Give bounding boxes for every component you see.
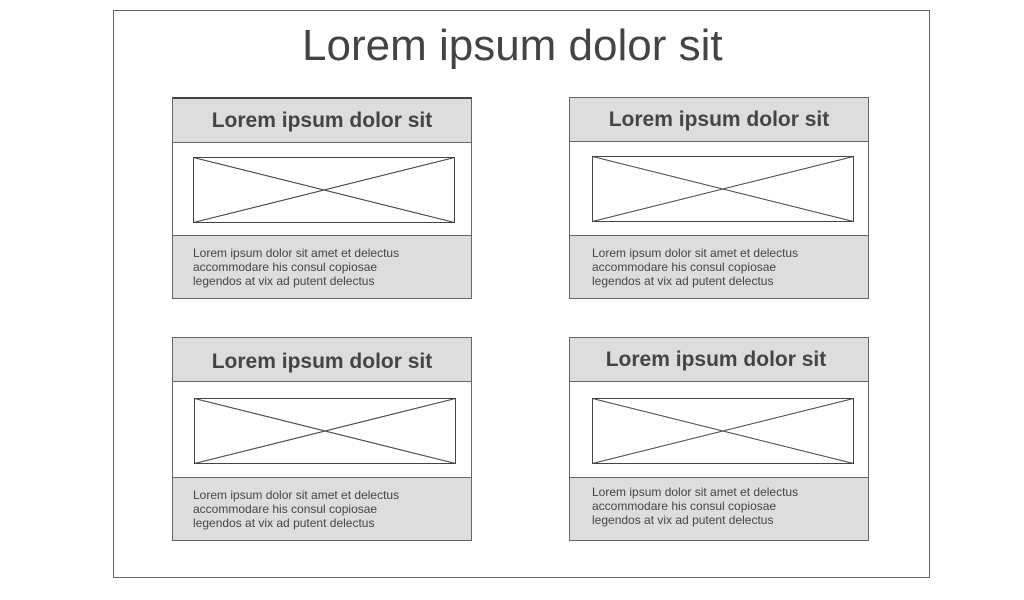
card-title: Lorem ipsum dolor sit (211, 109, 433, 132)
card-description: Lorem ipsum dolor sit amet et delectus a… (592, 485, 799, 527)
card: Lorem ipsum dolor sit Lorem ipsum dolor … (569, 337, 869, 541)
card-footer: Lorem ipsum dolor sit amet et delectus a… (173, 477, 471, 540)
card-footer: Lorem ipsum dolor sit amet et delectus a… (570, 477, 868, 540)
image-placeholder-icon (592, 156, 854, 222)
card-footer: Lorem ipsum dolor sit amet et delectus a… (173, 235, 471, 298)
card-title: Lorem ipsum dolor sit (605, 348, 827, 371)
image-placeholder-icon (592, 398, 854, 464)
card-header: Lorem ipsum dolor sit (570, 98, 868, 142)
card-title: Lorem ipsum dolor sit (608, 108, 830, 131)
card-header: Lorem ipsum dolor sit (570, 338, 868, 382)
image-placeholder-icon (193, 157, 455, 223)
card-description: Lorem ipsum dolor sit amet et delectus a… (193, 246, 400, 288)
page-title: Lorem ipsum dolor sit (302, 21, 723, 70)
card: Lorem ipsum dolor sit Lorem ipsum dolor … (172, 97, 472, 299)
card-footer: Lorem ipsum dolor sit amet et delectus a… (570, 235, 868, 298)
card-title: Lorem ipsum dolor sit (211, 350, 433, 373)
card-header: Lorem ipsum dolor sit (173, 99, 471, 143)
image-placeholder-icon (194, 398, 456, 464)
card-description: Lorem ipsum dolor sit amet et delectus a… (592, 246, 799, 288)
card: Lorem ipsum dolor sit Lorem ipsum dolor … (172, 337, 472, 541)
card-description: Lorem ipsum dolor sit amet et delectus a… (193, 488, 400, 530)
card: Lorem ipsum dolor sit Lorem ipsum dolor … (569, 97, 869, 299)
card-header: Lorem ipsum dolor sit (173, 338, 471, 382)
